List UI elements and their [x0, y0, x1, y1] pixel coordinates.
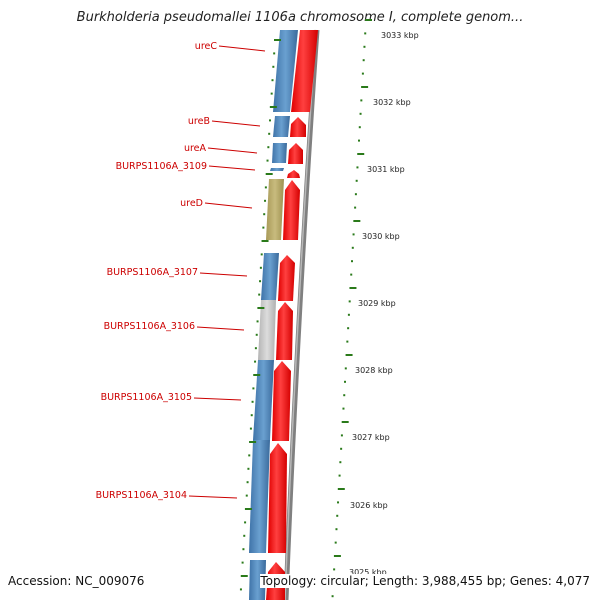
cds-arrow-urea[interactable]: [288, 143, 303, 164]
gene-block-burps3109: [270, 168, 284, 171]
scale-label-3028: 3028 kbp: [355, 366, 393, 375]
topology-summary: Topology: circular; Length: 3,988,455 bp…: [260, 574, 590, 588]
cds-arrow-burps3106[interactable]: [276, 302, 293, 360]
gene-track: [249, 30, 298, 600]
gene-block-next: [249, 560, 266, 600]
map-title: Burkholderia pseudomallei 1106a chromoso…: [76, 10, 524, 25]
gene-labels: ureC ureB ureA BURPS1106A_3109 ureD BURP…: [96, 41, 218, 501]
gene-block-urec[interactable]: [273, 30, 298, 112]
label-leaders: [188, 45, 266, 499]
gene-label-burps3107[interactable]: BURPS1106A_3107: [107, 267, 198, 278]
scale-label-3026: 3026 kbp: [350, 501, 388, 510]
gene-block-ured[interactable]: [266, 179, 284, 240]
gene-label-burps3109[interactable]: BURPS1106A_3109: [116, 161, 207, 172]
cds-track: [266, 30, 318, 600]
gene-block-burps3106[interactable]: [258, 300, 276, 360]
scale-label-3027: 3027 kbp: [352, 433, 390, 442]
left-tick-marks: [239, 39, 281, 591]
gene-label-burps3104[interactable]: BURPS1106A_3104: [96, 490, 187, 501]
gene-label-burps3106[interactable]: BURPS1106A_3106: [104, 321, 195, 332]
gene-block-burps3105[interactable]: [253, 360, 274, 440]
cds-arrow-ured[interactable]: [283, 180, 300, 240]
scale-label-3025: 3025 kbp: [349, 568, 387, 577]
cds-arrow-urec[interactable]: [291, 30, 318, 112]
chromosome-backbone: [283, 29, 320, 600]
scale-labels: 3033 kbp 3032 kbp 3031 kbp 3030 kbp 3029…: [349, 31, 419, 577]
gene-block-ureb[interactable]: [273, 116, 290, 137]
scale-label-3031: 3031 kbp: [367, 165, 405, 174]
cds-arrow-burps3107[interactable]: [278, 255, 295, 301]
gene-label-urec[interactable]: ureC: [195, 41, 218, 52]
accession-label: Accession: NC_009076: [8, 574, 145, 588]
gene-block-burps3107[interactable]: [261, 253, 279, 300]
scale-label-3033: 3033 kbp: [381, 31, 419, 40]
cds-arrow-ureb[interactable]: [290, 117, 306, 137]
gene-label-burps3105[interactable]: BURPS1106A_3105: [101, 392, 192, 403]
scale-label-3032: 3032 kbp: [373, 98, 411, 107]
scale-label-3029: 3029 kbp: [358, 299, 396, 308]
chromosome-backbone-highlight: [284, 29, 317, 600]
cds-arrow-burps3109[interactable]: [287, 170, 300, 178]
gene-label-urea[interactable]: ureA: [184, 143, 207, 154]
gene-block-burps3104[interactable]: [249, 440, 270, 553]
scale-label-3030: 3030 kbp: [362, 232, 400, 241]
cds-arrow-burps3104[interactable]: [268, 443, 287, 553]
gene-label-ured[interactable]: ureD: [180, 198, 203, 209]
cds-arrow-burps3105[interactable]: [272, 361, 291, 441]
gene-block-urea[interactable]: [272, 143, 287, 163]
scale-tick-marks: [331, 19, 372, 598]
gene-label-ureb[interactable]: ureB: [188, 116, 210, 127]
